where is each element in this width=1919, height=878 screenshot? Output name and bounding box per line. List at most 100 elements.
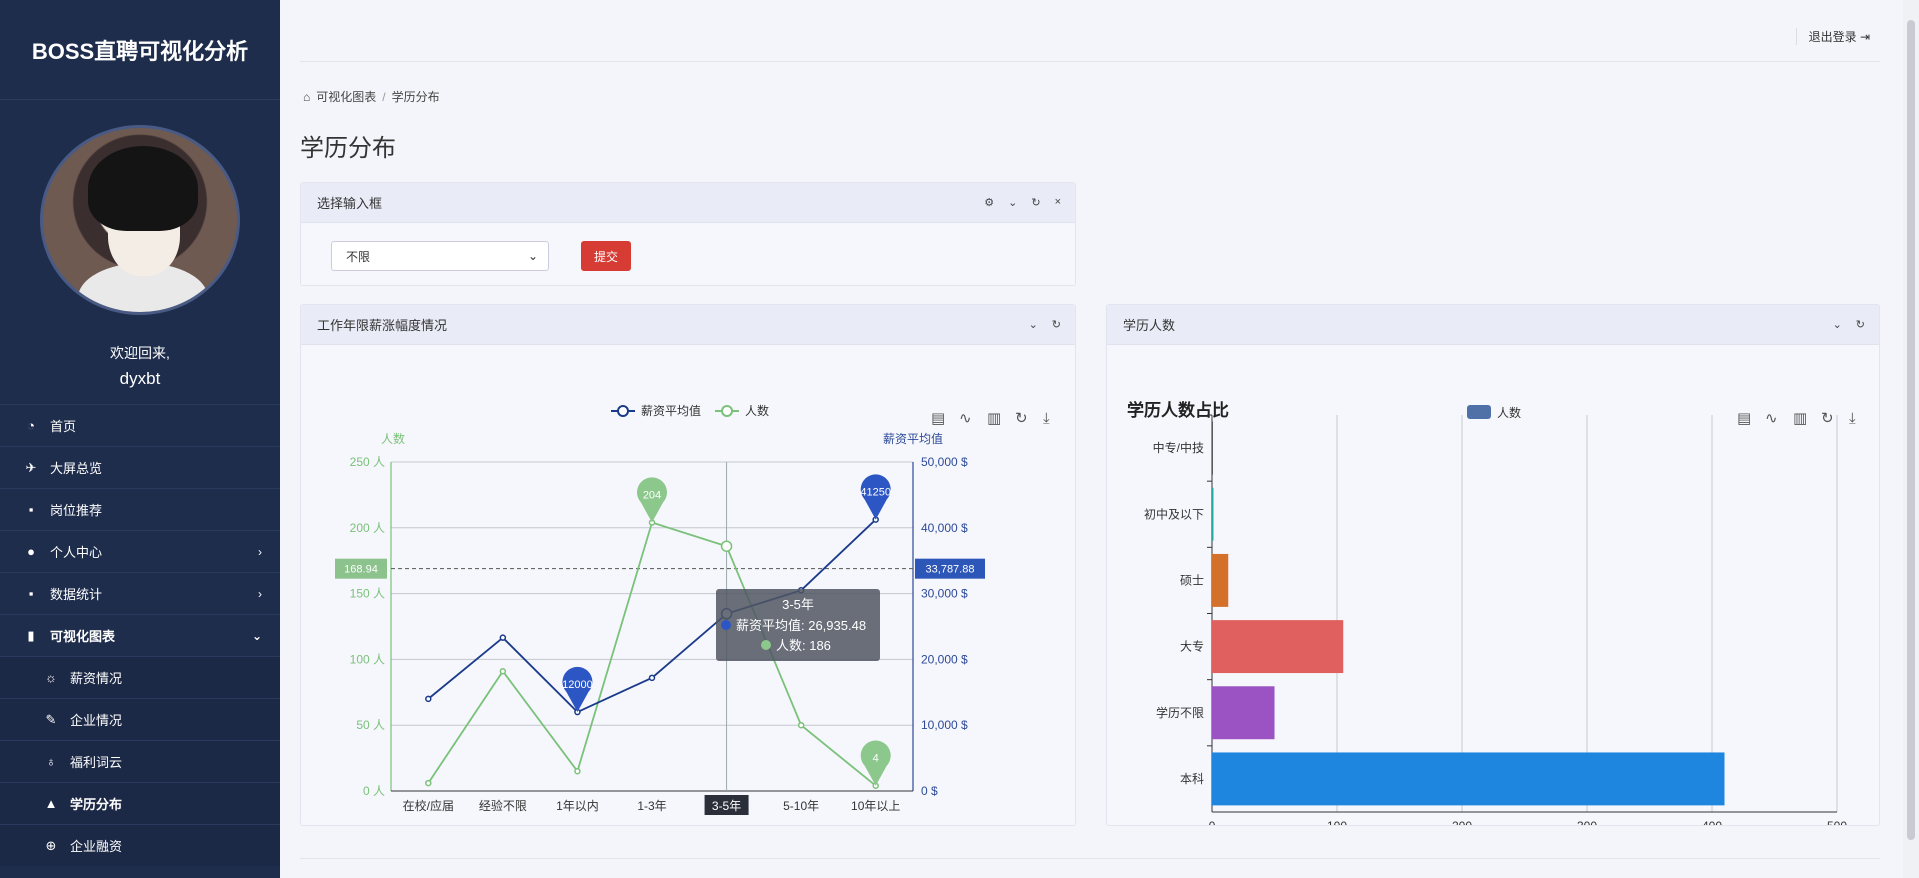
x-tick-label: 10年以上 bbox=[851, 799, 900, 813]
sidebar-subitem-financing[interactable]: ⊕ 企业融资 bbox=[0, 824, 280, 866]
y-right-tick-label: 0 $ bbox=[921, 784, 938, 798]
logout-button[interactable]: 退出登录 ⇥ bbox=[1795, 28, 1870, 45]
line-switch-icon[interactable]: ∿ bbox=[1765, 410, 1778, 427]
bar-switch-icon[interactable]: ▥ bbox=[987, 410, 1001, 427]
sidebar-item-label: 薪资情况 bbox=[70, 671, 123, 686]
avg-right-label: 33,787.88 bbox=[926, 564, 975, 576]
sidebar-item-big-screen[interactable]: ✈ 大屏总览 bbox=[0, 446, 280, 488]
sidebar-subitem-wordcloud[interactable]: ♁ 福利词云 bbox=[0, 740, 280, 782]
data-point-count bbox=[425, 779, 432, 787]
avg-left-label: 168.94 bbox=[344, 564, 378, 576]
tooltip-line: 薪资平均值: 26,935.48 bbox=[736, 618, 866, 633]
user-icon: ● bbox=[27, 544, 35, 559]
breadcrumb-separator: / bbox=[382, 89, 386, 104]
sidebar-item-job-recommend[interactable]: ▪ 岗位推荐 bbox=[0, 488, 280, 530]
x-tick-label: 400 bbox=[1702, 819, 1722, 825]
download-icon[interactable]: ⤓ bbox=[1043, 410, 1050, 427]
tooltip-marker bbox=[761, 640, 771, 650]
data-point-salary bbox=[648, 674, 656, 682]
data-point-count bbox=[499, 667, 507, 675]
x-tick-label: 1年以内 bbox=[556, 799, 599, 813]
refresh-icon[interactable]: ↻ bbox=[1855, 319, 1865, 331]
data-point-count bbox=[797, 721, 805, 729]
mark-point-pin bbox=[860, 474, 891, 520]
bar-chart: 学历人数占比 人数 ▤ ∿ ▥ ↻ ⤓ 0 100 200 300 400 500 本科 学历不限 大专 硕士 初… bbox=[1127, 400, 1856, 833]
sidebar-subitem-education[interactable]: ▲ 学历分布 bbox=[0, 782, 280, 824]
sidebar-item-label: 岗位推荐 bbox=[50, 503, 103, 518]
data-point-count bbox=[720, 540, 733, 552]
grid-icon: ▪ bbox=[28, 502, 34, 517]
refresh-icon[interactable]: ↻ bbox=[1051, 319, 1061, 331]
experience-chart-card: 工作年限薪涨幅度情况 ⌄ ↻ 薪资平均值 人数 ▤ ∿ ▥ ↻ ⤓ 人数 薪资平均值 0 人 50 … bbox=[300, 304, 1076, 826]
data-view-icon[interactable]: ▤ bbox=[1737, 410, 1751, 427]
filter-card: 选择输入框 ⚙ ⌄ ↻ × 不限 ⌄ 提交 bbox=[300, 182, 1076, 286]
y-left-tick-label: 150 人 bbox=[350, 587, 385, 601]
x-tick-label: 1-3年 bbox=[637, 799, 666, 813]
y-right-tick-label: 20,000 $ bbox=[921, 652, 968, 666]
x-tick-label: 在校/应届 bbox=[403, 798, 454, 813]
scrollbar-thumb[interactable] bbox=[1907, 20, 1915, 840]
logout-label: 退出登录 bbox=[1808, 30, 1857, 44]
sidebar-subitem-salary[interactable]: ☼ 薪资情况 bbox=[0, 656, 280, 698]
chevron-down-icon: ⌄ bbox=[251, 628, 262, 643]
submit-button[interactable]: 提交 bbox=[581, 241, 631, 271]
sidebar-item-data-stats[interactable]: ▪ 数据统计 › bbox=[0, 572, 280, 614]
y-tick-label: 大专 bbox=[1180, 639, 1204, 654]
sidebar-item-visual-charts[interactable]: ▮ 可视化图表 ⌄ bbox=[0, 614, 280, 656]
bar-chart-icon: ▮ bbox=[27, 627, 35, 643]
chevron-down-icon[interactable]: ⌄ bbox=[1008, 197, 1018, 209]
y-tick-label: 中专/中技 bbox=[1153, 440, 1204, 455]
mark-point-pin bbox=[637, 477, 667, 523]
download-icon[interactable]: ⤓ bbox=[1849, 410, 1856, 427]
sidebar-item-label: 学历分布 bbox=[70, 797, 123, 812]
legend-swatch bbox=[617, 405, 629, 417]
sidebar-item-label: 首页 bbox=[50, 419, 77, 434]
mark-point-pin bbox=[860, 740, 891, 786]
sidebar-item-label: 企业融资 bbox=[70, 839, 123, 854]
legend-swatch bbox=[1467, 405, 1491, 419]
data-point-salary bbox=[499, 634, 507, 641]
mark-point-pin bbox=[562, 666, 593, 713]
data-point-count bbox=[574, 768, 581, 775]
bar-switch-icon[interactable]: ▥ bbox=[1793, 410, 1807, 427]
welcome-text: 欢迎回来, bbox=[110, 345, 170, 361]
x-tick-label: 300 bbox=[1577, 819, 1597, 825]
y-left-tick-label: 200 人 bbox=[350, 521, 385, 535]
sidebar-item-label: 企业情况 bbox=[70, 713, 123, 728]
gear-icon[interactable]: ⚙ bbox=[984, 197, 995, 209]
chevron-down-icon[interactable]: ⌄ bbox=[1028, 319, 1038, 331]
sidebar-item-label: 福利词云 bbox=[70, 755, 123, 770]
line-switch-icon[interactable]: ∿ bbox=[959, 410, 972, 427]
sidebar-item-label: 大屏总览 bbox=[50, 461, 103, 476]
legend-swatch bbox=[721, 405, 733, 417]
logout-icon: ⇥ bbox=[1859, 30, 1870, 44]
sidebar-subitem-company[interactable]: ✎ 企业情况 bbox=[0, 698, 280, 740]
home-icon: ⌂ bbox=[303, 89, 311, 104]
x-tick-label: 0 bbox=[1209, 819, 1216, 825]
education-chart-card: 学历人数 ⌄ ↻ 学历人数占比 人数 ▤ ∿ ▥ ↻ ⤓ 0 100 200 300 400 500 本科… bbox=[1106, 304, 1880, 833]
y-tick-label: 本科 bbox=[1180, 772, 1204, 786]
bulb-icon: ♁ bbox=[46, 754, 56, 769]
restore-icon[interactable]: ↻ bbox=[1821, 410, 1834, 427]
y-left-tick-label: 50 人 bbox=[356, 718, 385, 732]
feather-icon: ✎ bbox=[45, 711, 57, 727]
card-title: 学历人数 bbox=[1123, 318, 1176, 333]
y-left-tick-label: 250 人 bbox=[350, 455, 385, 469]
bar bbox=[1212, 752, 1725, 806]
sun-icon: ☼ bbox=[45, 670, 57, 685]
tooltip-line: 人数: 186 bbox=[776, 638, 831, 653]
x-tick-label: 500 bbox=[1827, 819, 1847, 825]
page-scrollbar[interactable] bbox=[1903, 0, 1919, 878]
breadcrumb-home[interactable]: 可视化图表 bbox=[316, 90, 377, 104]
chevron-right-icon: › bbox=[258, 586, 262, 601]
chevron-down-icon[interactable]: ⌄ bbox=[1832, 319, 1842, 331]
sidebar-item-home[interactable]: ◔ 首页 bbox=[0, 404, 280, 446]
refresh-icon[interactable]: ↻ bbox=[1031, 197, 1041, 209]
tooltip-marker bbox=[721, 620, 731, 630]
restore-icon[interactable]: ↻ bbox=[1015, 410, 1028, 427]
footer-divider bbox=[300, 858, 1880, 859]
close-icon[interactable]: × bbox=[1054, 196, 1061, 208]
education-select[interactable]: 不限 ⌄ bbox=[331, 241, 549, 271]
sidebar-item-personal-center[interactable]: ● 个人中心 › bbox=[0, 530, 280, 572]
data-view-icon[interactable]: ▤ bbox=[931, 410, 945, 427]
